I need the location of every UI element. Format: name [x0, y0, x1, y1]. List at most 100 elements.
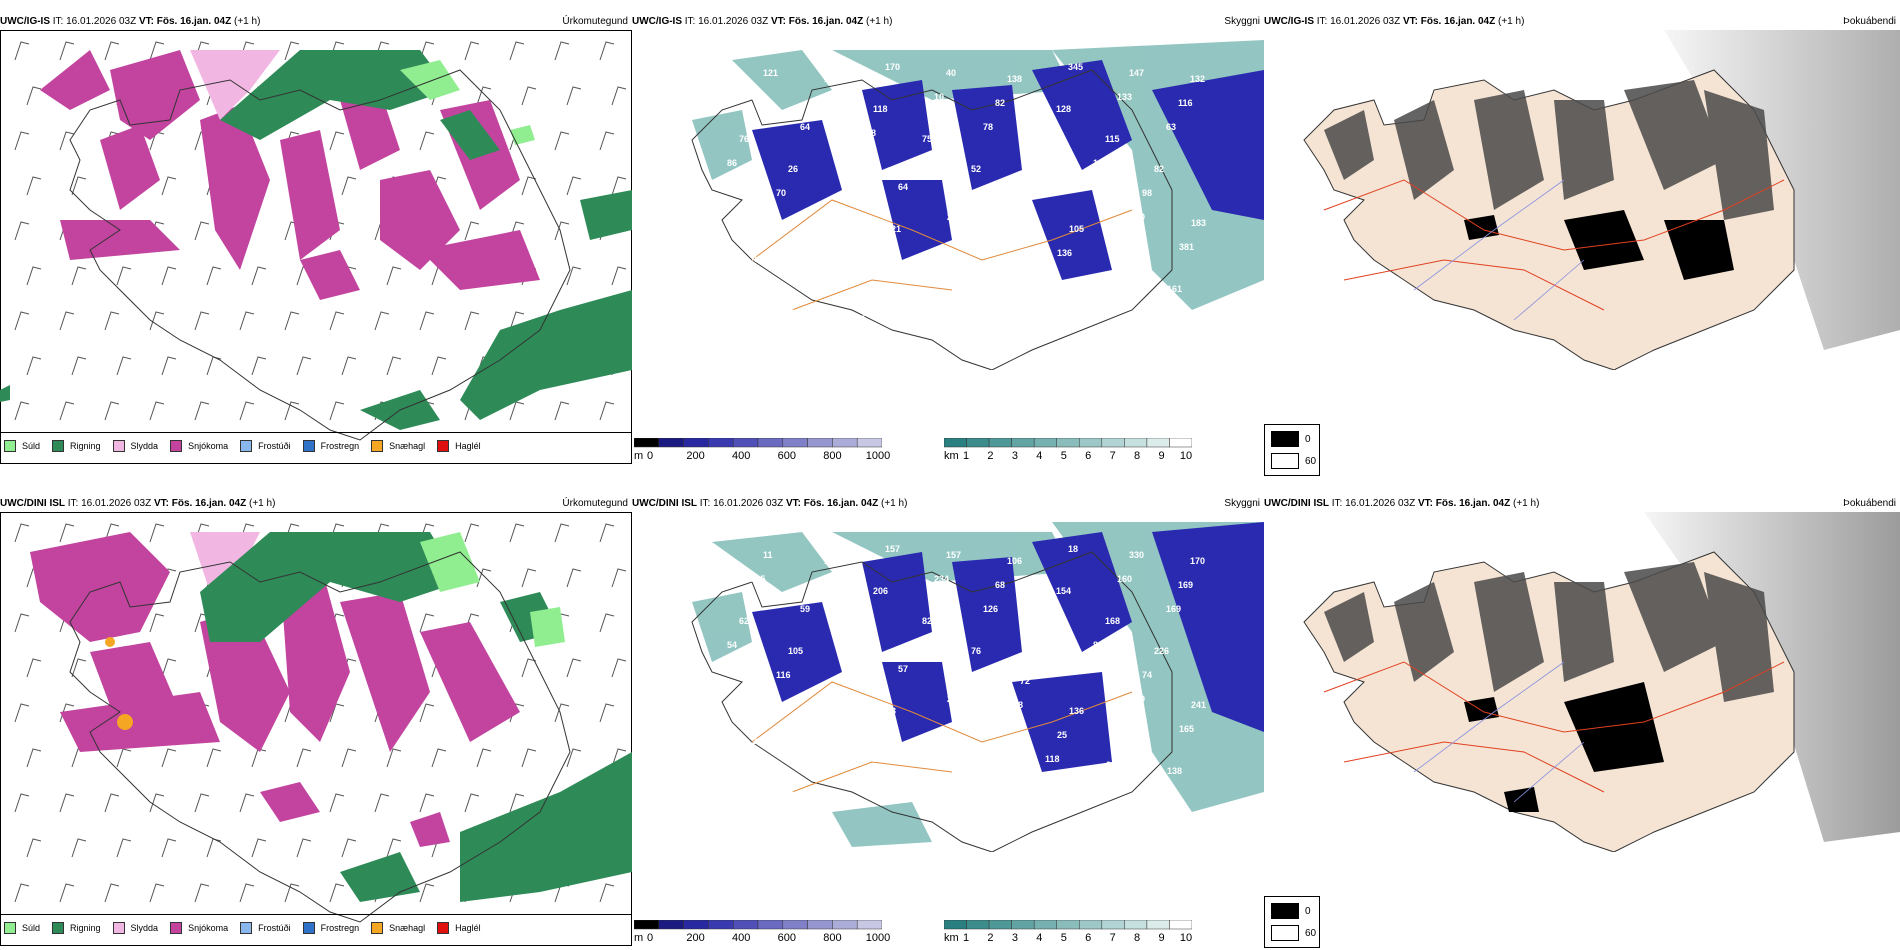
wind-barb: [161, 658, 177, 678]
colorbar-tick-label: 800: [823, 450, 842, 462]
ceiling-value: 65: [837, 194, 847, 204]
ceiling-value: 11: [825, 218, 835, 228]
panel-header: UWC/IG-IS IT: 16.01.2026 03Z VT: Fös. 16…: [632, 14, 1264, 30]
ceiling-value: 68: [995, 580, 1005, 590]
wind-barb: [239, 883, 255, 903]
ceiling-value: 120: [715, 182, 730, 192]
wind-barb: [464, 793, 480, 813]
wind-barb: [554, 703, 570, 723]
legend-label: Súld: [22, 441, 41, 451]
wind-barb: [419, 883, 435, 903]
wind-barb: [284, 401, 300, 421]
valid-time: Fös. 16.jan. 04Z: [171, 498, 247, 509]
legend-label: Slydda: [130, 923, 159, 933]
init-time: 16.01.2026 03Z: [698, 16, 769, 27]
wind-barb: [341, 838, 357, 858]
ceiling-value: 76: [751, 92, 761, 102]
colorbar-bin: [1146, 437, 1170, 448]
panel-header: UWC/DINI ISL IT: 16.01.2026 03Z VT: Fös.…: [0, 496, 632, 512]
legend-swatch: [170, 922, 183, 934]
colorbar-tick-label: 5: [1060, 450, 1067, 462]
ceiling-value: 32: [861, 610, 871, 620]
wind-barb: [419, 703, 435, 723]
ceiling-value: 35: [1106, 278, 1116, 288]
ceiling-value: 59: [800, 604, 810, 614]
ceiling-value: 136: [1094, 302, 1109, 312]
wind-barb: [386, 838, 402, 858]
colorbar-bin: [807, 437, 833, 448]
wind-barb: [566, 748, 582, 768]
legend-swatch: [4, 440, 16, 452]
colorbar-tick-label: 1000: [865, 932, 891, 944]
panel-header: UWC/DINI ISL IT: 16.01.2026 03Z VT: Fös.…: [632, 496, 1264, 512]
colorbar-bin: [1101, 437, 1125, 448]
wind-barb: [509, 793, 525, 813]
wind-barb: [149, 311, 165, 331]
colorbar-bin: [683, 437, 709, 448]
wind-barb: [14, 793, 30, 813]
precip-type-legend: Súld Rigning Slydda Snjókoma Frostúði Frostre…: [4, 922, 493, 934]
legend-swatch: [112, 922, 125, 934]
colorbar-bin: [856, 919, 883, 930]
ceiling-value: 283: [947, 694, 962, 704]
wind-barb: [554, 523, 570, 543]
wind-barb: [14, 311, 30, 331]
legend-swatch: [52, 440, 65, 452]
fog-legend-label: 0: [1305, 433, 1311, 445]
colorbar-bin: [633, 437, 660, 448]
colorbar-bin: [757, 919, 784, 930]
ceiling-value: 304: [1033, 314, 1048, 324]
ceiling-value: 202: [740, 278, 755, 288]
wind-barb: [464, 523, 480, 543]
ceiling-value: 366: [801, 766, 816, 776]
lead-time: (+1 h): [1498, 16, 1525, 27]
legend-label: Haglél: [455, 441, 481, 451]
ceiling-value: 138: [1007, 74, 1022, 84]
wind-barb: [554, 221, 570, 241]
ceiling-value: 106: [1007, 556, 1022, 566]
it-label: IT:: [1316, 16, 1328, 27]
valid-time: Fös. 16.jan. 04Z: [156, 16, 232, 27]
colorbar-bin: [966, 919, 990, 930]
ceiling-value: 116: [1178, 98, 1193, 108]
legend-item: Rigning: [52, 440, 101, 452]
panel-title: Skyggni: [1224, 498, 1260, 509]
ceiling-value: 165: [1179, 724, 1194, 734]
init-time: 16.01.2026 03Z: [1345, 498, 1416, 509]
ceiling-value: 200: [1044, 128, 1059, 138]
legend-label: Snæhagl: [389, 441, 426, 451]
ceiling-value: 240: [1130, 212, 1145, 222]
ceiling-value: 105: [788, 646, 803, 656]
wind-barb: [149, 401, 165, 421]
legend-label: Súld: [22, 923, 41, 933]
legend-item: Slydda: [112, 922, 159, 934]
panel-title: Skyggni: [1224, 16, 1260, 27]
fog-legend-item: 60: [1271, 453, 1319, 469]
wind-barb: [104, 401, 120, 421]
fog-legend-swatch: [1271, 431, 1299, 447]
wind-barb: [341, 176, 357, 196]
ceiling-value: 75: [922, 134, 932, 144]
wind-barb: [14, 401, 30, 421]
colorbar-bin: [943, 437, 967, 448]
wind-barb: [239, 401, 255, 421]
ceiling-value: 51: [1081, 664, 1091, 674]
ceiling-value: 13: [862, 272, 872, 282]
wind-barb: [329, 793, 345, 813]
colorbar-bin: [1056, 919, 1080, 930]
ceiling-value: 157: [885, 544, 900, 554]
lead-time: (+1 h): [249, 498, 276, 509]
legend-item: Frostúði: [240, 922, 291, 934]
ceiling-unit: m: [634, 932, 644, 944]
wind-barb: [26, 356, 42, 376]
wind-barb: [566, 86, 582, 106]
ceiling-value: 135: [813, 724, 828, 734]
ceiling-colorbar: m 0 200 400 600 800 1000: [633, 919, 890, 948]
wind-barb: [26, 658, 42, 678]
ceiling-value: 709: [789, 308, 804, 318]
wind-barb: [284, 883, 300, 903]
panel-title: Úrkomutegund: [562, 16, 628, 27]
colorbar-bin: [807, 919, 833, 930]
wind-barb: [161, 356, 177, 376]
legend-item: Snjókoma: [170, 922, 228, 934]
